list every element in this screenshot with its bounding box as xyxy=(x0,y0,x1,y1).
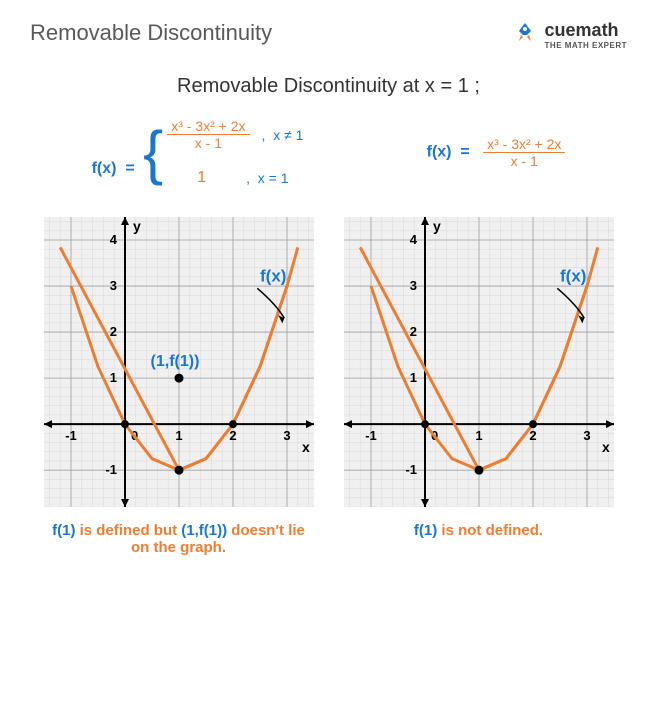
svg-text:-1: -1 xyxy=(365,428,377,443)
svg-text:x: x xyxy=(302,439,310,455)
svg-text:2: 2 xyxy=(529,428,536,443)
svg-text:4: 4 xyxy=(109,232,117,247)
svg-text:y: y xyxy=(133,218,141,234)
caption-right: f(1) is not defined. xyxy=(414,522,543,539)
chart-left: -1123-112340xyf(x)(1,f(1)) xyxy=(44,217,314,507)
caption-left: f(1) is defined but (1,f(1)) doesn't lie… xyxy=(49,522,309,556)
svg-text:f(x): f(x) xyxy=(560,266,586,285)
formulas-row: f(x) = { x³ - 3x² + 2x x - 1 , x ≠ 1 1 ,… xyxy=(30,118,627,187)
header: Removable Discontinuity cuemath THE MATH… xyxy=(30,20,627,50)
svg-text:2: 2 xyxy=(229,428,236,443)
subtitle: Removable Discontinuity at x = 1 ; xyxy=(30,75,627,98)
page-title: Removable Discontinuity xyxy=(30,20,272,46)
chart-right: -1123-112340xyf(x) xyxy=(344,217,614,507)
svg-text:4: 4 xyxy=(409,232,417,247)
svg-text:2: 2 xyxy=(109,324,116,339)
svg-text:-1: -1 xyxy=(65,428,77,443)
rocket-icon xyxy=(511,21,539,49)
logo-brand: cuemath xyxy=(545,20,627,41)
logo: cuemath THE MATH EXPERT xyxy=(511,20,627,50)
svg-text:2: 2 xyxy=(409,324,416,339)
charts-row: -1123-112340xyf(x)(1,f(1)) f(1) is defin… xyxy=(30,217,627,556)
formula-simple: f(x) = x³ - 3x² + 2x x - 1 xyxy=(427,118,566,187)
svg-text:-1: -1 xyxy=(105,462,117,477)
svg-text:1: 1 xyxy=(409,370,416,385)
svg-text:3: 3 xyxy=(583,428,590,443)
svg-text:y: y xyxy=(433,218,441,234)
svg-text:-1: -1 xyxy=(405,462,417,477)
svg-text:1: 1 xyxy=(109,370,116,385)
formula-piecewise: f(x) = { x³ - 3x² + 2x x - 1 , x ≠ 1 1 ,… xyxy=(92,118,304,187)
logo-tagline: THE MATH EXPERT xyxy=(545,41,627,50)
svg-text:(1,f(1)): (1,f(1)) xyxy=(150,353,199,370)
svg-text:3: 3 xyxy=(409,278,416,293)
svg-text:3: 3 xyxy=(283,428,290,443)
svg-text:f(x): f(x) xyxy=(260,266,286,285)
svg-text:x: x xyxy=(602,439,610,455)
svg-text:1: 1 xyxy=(475,428,482,443)
svg-text:3: 3 xyxy=(109,278,116,293)
svg-text:1: 1 xyxy=(175,428,182,443)
